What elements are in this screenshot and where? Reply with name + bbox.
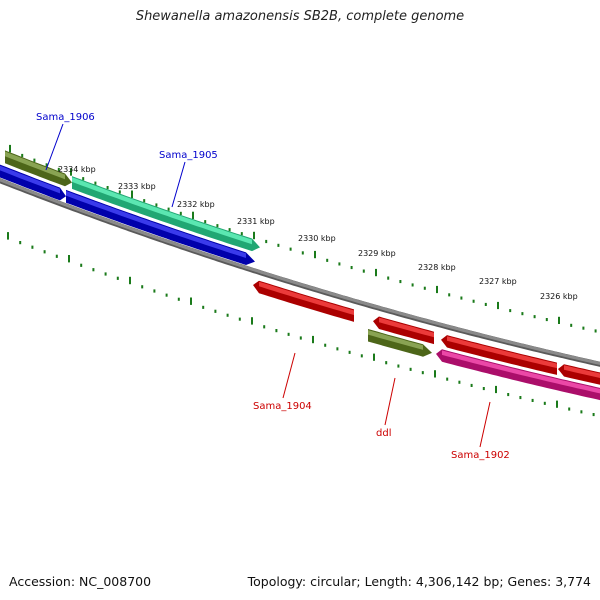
gene-label: Sama_1904 bbox=[253, 401, 312, 412]
gene-label: Sama_1905 bbox=[159, 150, 218, 161]
ruler-labels: 2334 kbp 2333 kbp 2332 kbp 2331 kbp 2330 kbp… bbox=[58, 165, 578, 301]
gene-red-reverse-b bbox=[441, 335, 557, 375]
gene-sama-1906 bbox=[0, 164, 66, 201]
gene-sama-1904-highlight bbox=[259, 281, 354, 315]
ruler-label: 2333 kbp bbox=[118, 182, 156, 191]
genome-summary-text: Topology: circular; Length: 4,306,142 bp… bbox=[247, 574, 591, 589]
gene-label-line bbox=[171, 161, 186, 208]
gene-label-line bbox=[479, 401, 491, 448]
gene-label: ddl bbox=[376, 428, 391, 439]
gene-sama-1905-highlight bbox=[72, 177, 252, 245]
gene-red-reverse-a bbox=[373, 316, 434, 345]
backbone bbox=[0, 178, 600, 367]
ruler-label: 2331 kbp bbox=[237, 217, 275, 226]
gene-label: Sama_1902 bbox=[451, 450, 510, 461]
gene-sama-1905 bbox=[72, 176, 260, 252]
ruler-label: 2330 kbp bbox=[298, 234, 336, 243]
accession-text: Accession: NC_008700 bbox=[9, 574, 152, 589]
gene-sama-1902-highlight bbox=[442, 350, 600, 394]
gene-ddl bbox=[368, 329, 432, 357]
gene-red-reverse-b-highlight bbox=[447, 336, 557, 369]
gene-label-line bbox=[282, 352, 296, 399]
gene-label: Sama_1906 bbox=[36, 112, 95, 123]
gene-sama-1904 bbox=[253, 280, 354, 322]
gene-red-reverse-c bbox=[558, 364, 600, 385]
gene-features bbox=[0, 150, 600, 401]
tick-marks bbox=[7, 144, 597, 417]
gene-sama-1906-highlight bbox=[0, 165, 60, 194]
gene-ddl-highlight bbox=[368, 330, 423, 350]
ruler-label: 2328 kbp bbox=[418, 263, 456, 272]
ruler-label: 2334 kbp bbox=[58, 165, 96, 174]
ruler-label: 2332 kbp bbox=[177, 200, 215, 209]
ruler-label: 2327 kbp bbox=[479, 277, 517, 286]
gene-label-line bbox=[45, 123, 64, 171]
gene-olive-forward-highlight bbox=[5, 151, 65, 180]
gene-olive-forward bbox=[5, 150, 72, 187]
ruler-label: 2329 kbp bbox=[358, 249, 396, 258]
genome-title: Shewanella amazonensis SB2B, complete ge… bbox=[135, 9, 465, 24]
gene-label-line bbox=[384, 377, 396, 426]
gene-label-lines bbox=[45, 123, 491, 448]
gene-red-reverse-c-highlight bbox=[564, 365, 600, 379]
gene-blue-forward-highlight bbox=[66, 190, 246, 258]
ruler-label: 2326 kbp bbox=[540, 292, 578, 301]
gene-red-reverse-a-highlight bbox=[379, 317, 434, 338]
backbone-line bbox=[0, 178, 600, 365]
gene-blue-forward bbox=[66, 189, 255, 265]
gene-sama-1902 bbox=[436, 349, 600, 401]
